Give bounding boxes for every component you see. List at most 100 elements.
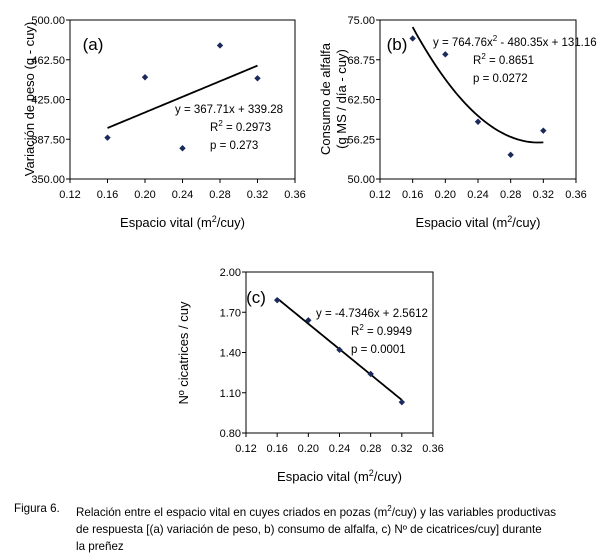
plot-frame: [69, 19, 296, 180]
p-value-text: p = 0.273: [210, 140, 258, 152]
data-point: [104, 134, 111, 141]
panel-label: (c): [246, 288, 266, 307]
r-squared-part: = 0.2973: [223, 122, 271, 134]
data-point: [141, 74, 149, 81]
r-squared-part: 2: [481, 52, 486, 61]
panel-label: (a): [83, 35, 104, 54]
x-axis-label-end: /cuy): [374, 469, 402, 484]
figure-caption: Figura 6. Relación entre el espacio vita…: [14, 500, 594, 555]
x-tick-label: 0.20: [134, 189, 155, 201]
x-tick-label: 0.12: [59, 189, 80, 201]
data-point: [305, 317, 312, 324]
x-axis-label-main: Espacio vital (m: [416, 215, 508, 230]
x-tick-label: 0.36: [565, 189, 586, 201]
x-tick-label: 0.36: [284, 189, 305, 201]
x-axis-label-sup: 2: [369, 468, 374, 478]
y-tick-label: 1.70: [220, 307, 241, 319]
caption-figure-number: Figura 6.: [14, 502, 60, 515]
equation-text: y = 764.76x2 - 480.35x + 131.16: [433, 34, 597, 49]
r-squared-text: R2 = 0.8651: [473, 52, 534, 67]
r-squared-part: = 0.9949: [364, 326, 412, 338]
x-tick-label: 0.16: [402, 189, 423, 201]
r-squared-part: R: [210, 122, 218, 134]
equation-part: y = 764.76x: [433, 37, 493, 49]
x-tick-label: 0.12: [369, 189, 390, 201]
panel-c-chart: 0.12 0.16 0.20 0.24 0.28 0.32 0.36 0.80 1.10 1.40…: [176, 267, 444, 484]
x-tick-label: 0.16: [97, 189, 118, 201]
x-tick-label: 0.28: [500, 189, 521, 201]
r-squared-part: R: [351, 326, 359, 338]
y-tick-label: 2.00: [220, 267, 241, 279]
panel-b-chart: 0.12 0.16 0.20 0.24 0.28 0.32 0.36 50.00 56.25 62…: [318, 15, 597, 230]
data-point: [336, 346, 343, 354]
y-tick-label: 1.10: [220, 388, 241, 400]
y-tick-label: 1.40: [220, 348, 241, 360]
trend-line: [107, 64, 258, 129]
x-axis-label-end: /cuy): [217, 215, 245, 230]
x-tick-label: 0.28: [209, 189, 230, 201]
equation-part: - 480.35x + 131.16: [497, 37, 596, 49]
y-axis-label: Nº cicatrices / cuy: [176, 301, 191, 404]
trend-line: [411, 26, 544, 144]
x-tick-label: 0.28: [360, 443, 381, 455]
data-point: [474, 118, 482, 125]
y-tick-label: 75.00: [347, 15, 375, 27]
x-tick-label: 0.32: [391, 443, 412, 455]
x-tick-label: 0.12: [235, 443, 256, 455]
p-value-text: p = 0.0001: [351, 344, 406, 356]
y-tick-label: 500.00: [31, 15, 65, 27]
r-squared-text: R2 = 0.2973: [210, 119, 271, 134]
x-tick-label: 0.36: [422, 443, 443, 455]
y-axis-label: Consumo de alfalfa: [318, 42, 333, 155]
x-tick-label: 0.32: [533, 189, 554, 201]
x-axis-label-main: Espacio vital (m: [277, 469, 369, 484]
x-axis-label-sup: 2: [212, 214, 217, 224]
y-tick-label: 68.75: [347, 55, 375, 67]
equation-text: y = 367.71x + 339.28: [175, 104, 283, 116]
data-point: [507, 151, 514, 159]
x-axis-label: Espacio vital (m2/cuy): [120, 214, 245, 230]
x-tick-label: 0.24: [329, 443, 350, 455]
equation-text: y = -4.7346x + 2.5612: [316, 308, 428, 320]
caption-line1-b: /cuy) y las variables productivas: [391, 505, 557, 519]
x-tick-label: 0.24: [467, 189, 488, 201]
x-axis-label: Espacio vital (m2/cuy): [277, 468, 402, 484]
data-point: [179, 145, 186, 152]
x-axis-label-main: Espacio vital (m: [120, 215, 212, 230]
data-point: [273, 296, 281, 304]
panel-a-chart: 0.12 0.16 0.20 0.24 0.28 0.32 0.36 350.00 387.50…: [22, 15, 306, 230]
equation-part: 2: [493, 34, 498, 43]
data-point: [409, 35, 416, 42]
y-tick-label: 62.50: [347, 95, 375, 107]
x-tick-label: 0.20: [435, 189, 456, 201]
y-axis-label: Variación de peso (g - cuy): [22, 22, 37, 176]
data-point: [540, 127, 547, 134]
r-squared-part: 2: [218, 119, 223, 128]
panel-label: (b): [387, 35, 408, 54]
r-squared-text: R2 = 0.9949: [351, 323, 412, 338]
y-tick-label: 350.00: [31, 174, 65, 186]
data-point: [398, 398, 406, 406]
x-tick-label: 0.32: [247, 189, 268, 201]
caption-line3: la preñez: [76, 539, 124, 553]
x-axis-label-end: /cuy): [512, 215, 540, 230]
r-squared-part: = 0.8651: [486, 55, 534, 67]
x-axis-label: Espacio vital (m2/cuy): [416, 214, 541, 230]
r-squared-part: R: [473, 55, 481, 67]
caption-line1-a: Relación entre el espacio vital en cuyes…: [76, 505, 388, 519]
y-tick-label: 50.00: [347, 174, 375, 186]
x-tick-label: 0.20: [298, 443, 319, 455]
y-tick-label: 56.25: [347, 134, 375, 146]
p-value-text: p = 0.0272: [473, 73, 528, 85]
data-point: [442, 51, 449, 58]
r-squared-part: 2: [359, 323, 364, 332]
y-tick-label: 0.80: [220, 428, 241, 440]
y-tick-label: 425.00: [31, 95, 65, 107]
y-axis-label: (g MS / día - cuy): [334, 49, 349, 149]
caption-line2: de respuesta [(a) variación de peso, b) …: [76, 522, 542, 536]
caption-line1-sup: 2: [387, 504, 392, 513]
data-point: [216, 42, 224, 49]
y-tick-label: 462.50: [31, 55, 65, 67]
x-tick-label: 0.24: [172, 189, 193, 201]
data-point: [367, 370, 374, 378]
